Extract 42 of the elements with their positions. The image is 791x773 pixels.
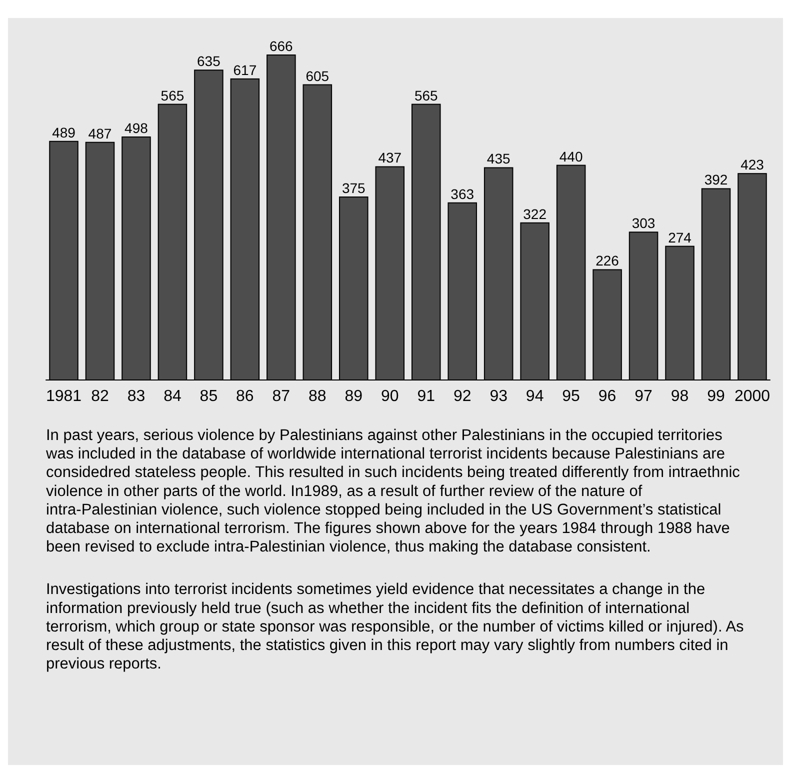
data-label: 635 <box>197 53 221 70</box>
data-label: 489 <box>52 124 76 140</box>
data-label: 435 <box>486 150 510 167</box>
x-tick-label: 99 <box>707 388 726 405</box>
data-label: 565 <box>414 87 438 104</box>
x-tick-label: 85 <box>200 388 218 405</box>
x-tick-label: 98 <box>670 388 689 405</box>
data-label: 423 <box>740 156 764 173</box>
data-label: 617 <box>233 62 257 78</box>
x-tick-label: 88 <box>308 388 326 405</box>
x-tick-label: 91 <box>417 388 436 405</box>
data-label: 666 <box>269 38 294 54</box>
x-tick-label: 2000 <box>734 388 770 405</box>
x-tick-label: 83 <box>127 388 146 405</box>
x-tick-label: 92 <box>453 388 472 405</box>
data-label: 440 <box>559 148 583 164</box>
x-tick-label: 86 <box>236 388 254 405</box>
data-label: 274 <box>668 229 692 246</box>
x-tick-label: 89 <box>344 388 363 405</box>
data-label: 605 <box>306 68 330 84</box>
data-label: 487 <box>88 125 112 142</box>
x-tick-label: 94 <box>526 388 544 405</box>
data-label: 565 <box>160 87 184 104</box>
x-tick-label: 1981 <box>46 388 82 405</box>
text: Investigations into terrorist incidents sometimes yield evidence that necessitates a change in the information previously held true (such as whether the incident fits the definition of international terrorism, which group or state sponsor was responsible, or the number of victims killed or injured). As result of these adjustments, the statistics given in this report may vary slightly from numbers cited in previous reports. <box>46 581 744 673</box>
data-label: 303 <box>632 215 656 232</box>
data-label: 375 <box>342 180 366 196</box>
data-label: 322 <box>523 206 547 222</box>
x-tick-label: 84 <box>164 388 182 405</box>
text: In past years, serious violence by Palestinians against other Palestinians in the occupied territories was included in the database of worldwide international terrorist incidents because Palestinians are considedred stateless people. This resulted in such incidents being treated differently from intraethnic violence in other parts of the world. In1989, as a result of further review of the nature of intra-Palestinian violence, such violence stopped being included in the US Government’s statistical database on international terrorism. The figures shown above for the years 1984 through 1988 have been revised to exclude intra-Palestinian violence, thus making the database consistent. <box>45 427 740 556</box>
data-label: 392 <box>704 172 728 188</box>
x-tick-label: 97 <box>634 388 653 405</box>
data-label: 363 <box>450 186 474 202</box>
x-tick-label: 90 <box>380 388 399 405</box>
data-label: 226 <box>596 252 620 269</box>
data-label: 498 <box>124 120 148 136</box>
x-tick-label: 82 <box>91 388 109 405</box>
data-label: 437 <box>378 150 402 166</box>
x-tick-label: 95 <box>562 388 580 405</box>
x-tick-label: 87 <box>272 388 290 405</box>
x-tick-label: 96 <box>598 388 616 405</box>
x-tick-label: 93 <box>490 388 508 405</box>
